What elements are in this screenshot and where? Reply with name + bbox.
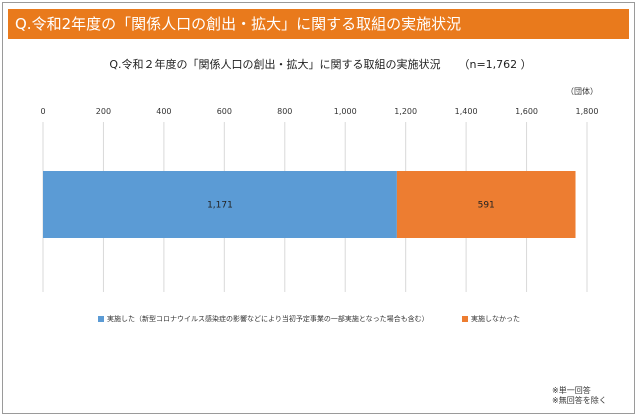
- note-excluding-no-answer: ※無回答を除く: [552, 396, 607, 405]
- chart-title-text: Q.令和２年度の「関係人口の創出・拡大」に関する取組の実施状況: [109, 58, 441, 71]
- x-tick-label: 1,600: [515, 107, 538, 116]
- legend-swatch-implemented: [98, 316, 104, 322]
- x-tick-label: 200: [96, 107, 111, 116]
- data-label-implemented: 1,171: [207, 201, 233, 211]
- legend-swatch-not-implemented: [462, 316, 468, 322]
- x-tick-label: 400: [156, 107, 171, 116]
- chart-title: Q.令和２年度の「関係人口の創出・拡大」に関する取組の実施状況 （n=1,762 …: [0, 56, 641, 72]
- note-single-answer: ※単一回答: [552, 386, 591, 395]
- legend-item-implemented: 実施した（新型コロナウイルス感染症の影響などにより当初予定事業の一部実施となった…: [98, 314, 429, 324]
- unit-label: （団体）: [566, 87, 598, 96]
- x-tick-label: 0: [40, 107, 45, 116]
- x-tick-label: 600: [217, 107, 232, 116]
- title-banner: Q.令和2年度の「関係人口の創出・拡大」に関する取組の実施状況: [8, 9, 629, 39]
- banner-title: Q.令和2年度の「関係人口の創出・拡大」に関する取組の実施状況: [15, 15, 462, 33]
- bar-not-implemented: [396, 171, 576, 238]
- x-tick-label: 1,400: [455, 107, 478, 116]
- legend-label-not-implemented: 実施しなかった: [471, 315, 520, 323]
- x-tick-label: 1,200: [394, 107, 417, 116]
- x-tick-label: 1,800: [576, 107, 599, 116]
- x-tick-label: 1,000: [334, 107, 357, 116]
- legend-label-implemented: 実施した（新型コロナウイルス感染症の影響などにより当初予定事業の一部実施となった…: [107, 315, 429, 323]
- notes: ※単一回答 ※無回答を除く: [552, 386, 607, 406]
- chart-legend: 実施した（新型コロナウイルス感染症の影響などにより当初予定事業の一部実施となった…: [98, 314, 578, 326]
- bar-implemented: [43, 171, 397, 238]
- data-label-not-implemented: 591: [478, 201, 495, 211]
- legend-item-not-implemented: 実施しなかった: [462, 314, 520, 324]
- x-tick-label: 800: [277, 107, 292, 116]
- chart-sample-size: （n=1,762 ）: [458, 58, 532, 71]
